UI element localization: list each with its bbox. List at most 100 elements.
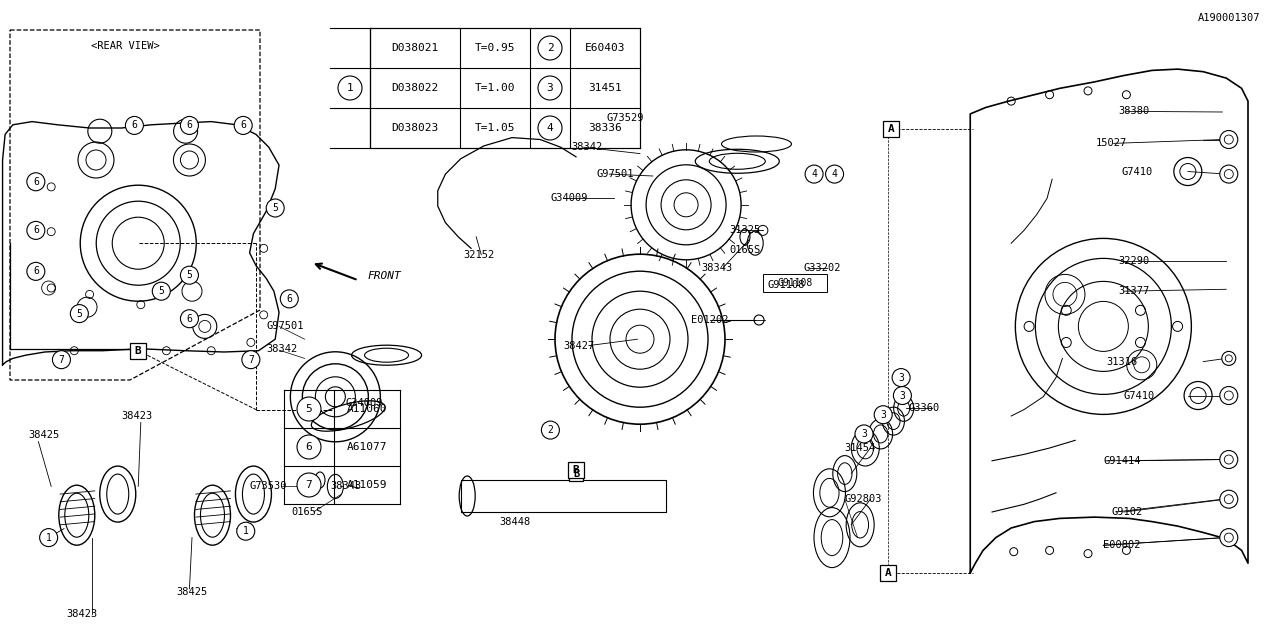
Text: 38448: 38448	[499, 516, 530, 527]
Text: B: B	[572, 465, 580, 476]
Text: T=0.95: T=0.95	[475, 43, 516, 53]
Text: B: B	[573, 468, 579, 479]
Circle shape	[125, 116, 143, 134]
Circle shape	[297, 397, 321, 421]
Text: D038022: D038022	[392, 83, 439, 93]
Text: 1: 1	[46, 532, 51, 543]
Circle shape	[538, 36, 562, 60]
Text: E60403: E60403	[585, 43, 625, 53]
Circle shape	[280, 290, 298, 308]
Text: T=1.05: T=1.05	[475, 123, 516, 133]
Circle shape	[1220, 165, 1238, 183]
Text: 38423: 38423	[67, 609, 97, 620]
Text: 32152: 32152	[463, 250, 494, 260]
Text: G7410: G7410	[1121, 166, 1152, 177]
Text: 0165S: 0165S	[292, 507, 323, 517]
Text: 3: 3	[899, 372, 904, 383]
Text: G34009: G34009	[346, 398, 383, 408]
Circle shape	[1220, 529, 1238, 547]
Bar	[881, 565, 896, 581]
Bar	[763, 274, 827, 292]
Bar	[568, 462, 584, 478]
Text: E01202: E01202	[691, 315, 728, 325]
Text: 2: 2	[547, 43, 553, 53]
Text: 31454: 31454	[845, 443, 876, 453]
Text: D038021: D038021	[392, 43, 439, 53]
Text: D038023: D038023	[392, 123, 439, 133]
Text: 5: 5	[273, 203, 278, 213]
Circle shape	[237, 522, 255, 540]
Text: <REAR VIEW>: <REAR VIEW>	[91, 41, 160, 51]
Circle shape	[297, 435, 321, 459]
Text: 6: 6	[33, 266, 38, 276]
Text: 3: 3	[881, 410, 886, 420]
Text: G73530: G73530	[250, 481, 287, 492]
Text: 38343: 38343	[330, 481, 361, 492]
Text: 5: 5	[159, 286, 164, 296]
Circle shape	[1220, 131, 1238, 148]
Text: G92803: G92803	[845, 494, 882, 504]
Circle shape	[893, 387, 911, 404]
Text: B: B	[134, 346, 142, 356]
Text: G91414: G91414	[1103, 456, 1140, 466]
Text: 5: 5	[187, 270, 192, 280]
Circle shape	[826, 165, 844, 183]
Text: 38380: 38380	[1119, 106, 1149, 116]
Circle shape	[180, 116, 198, 134]
Text: FRONT: FRONT	[367, 271, 401, 282]
Text: 6: 6	[287, 294, 292, 304]
Circle shape	[234, 116, 252, 134]
Circle shape	[538, 116, 562, 140]
Text: 38342: 38342	[266, 344, 297, 354]
Text: 38343: 38343	[701, 262, 732, 273]
Circle shape	[27, 173, 45, 191]
Circle shape	[541, 421, 559, 439]
Text: 7: 7	[248, 355, 253, 365]
Text: 38423: 38423	[122, 411, 152, 421]
Text: A: A	[887, 124, 895, 134]
Circle shape	[152, 282, 170, 300]
Text: 38342: 38342	[571, 142, 602, 152]
Text: 38425: 38425	[177, 587, 207, 597]
Circle shape	[805, 165, 823, 183]
Text: 31451: 31451	[588, 83, 622, 93]
Text: G73529: G73529	[607, 113, 644, 124]
Text: 6: 6	[306, 442, 312, 452]
Text: 4: 4	[812, 169, 817, 179]
Text: G3360: G3360	[909, 403, 940, 413]
Circle shape	[242, 351, 260, 369]
Circle shape	[27, 262, 45, 280]
Circle shape	[52, 351, 70, 369]
Text: 3: 3	[547, 83, 553, 93]
Circle shape	[338, 76, 362, 100]
Text: 7: 7	[59, 355, 64, 365]
Text: G91108: G91108	[768, 280, 805, 290]
Circle shape	[180, 310, 198, 328]
Circle shape	[874, 406, 892, 424]
Text: A61077: A61077	[347, 442, 388, 452]
Text: 1: 1	[347, 83, 353, 93]
Text: 5: 5	[306, 404, 312, 414]
Text: A11059: A11059	[347, 480, 388, 490]
Text: 4: 4	[832, 169, 837, 179]
Text: A: A	[884, 568, 892, 578]
Text: 5: 5	[77, 308, 82, 319]
Circle shape	[892, 369, 910, 387]
Text: 1: 1	[243, 526, 248, 536]
Circle shape	[855, 425, 873, 443]
Text: G97501: G97501	[596, 169, 634, 179]
Circle shape	[70, 305, 88, 323]
Text: 6: 6	[33, 225, 38, 236]
Text: 2: 2	[548, 425, 553, 435]
Circle shape	[40, 529, 58, 547]
Bar	[883, 121, 899, 137]
Bar	[570, 467, 582, 481]
Text: A190001307: A190001307	[1198, 13, 1261, 23]
Text: A11060: A11060	[347, 404, 388, 414]
Text: 0165S: 0165S	[730, 244, 760, 255]
Text: 4: 4	[547, 123, 553, 133]
Circle shape	[27, 221, 45, 239]
Circle shape	[1220, 387, 1238, 404]
Circle shape	[1222, 351, 1235, 365]
Circle shape	[180, 266, 198, 284]
